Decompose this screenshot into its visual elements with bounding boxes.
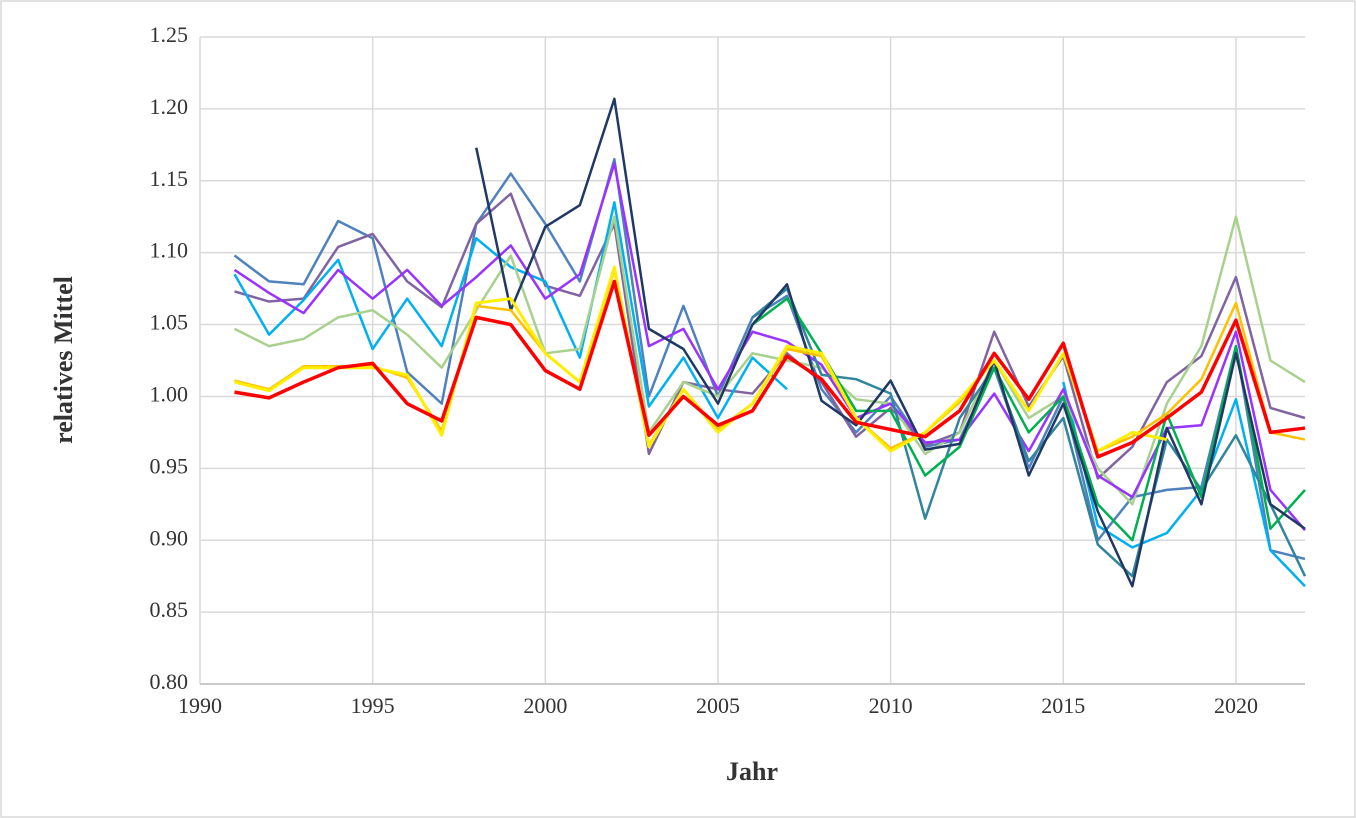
y-tick-label: 0.80: [150, 669, 189, 694]
x-tick-label: 1990: [178, 693, 222, 718]
x-tick-label: 1995: [351, 693, 395, 718]
y-tick-label: 0.90: [150, 525, 189, 550]
y-tick-label: 1.05: [150, 310, 189, 335]
y-tick-label: 1.15: [150, 166, 189, 191]
y-axis-title: relatives Mittel: [49, 276, 78, 444]
line-series: [234, 279, 1306, 459]
line-series: [475, 97, 1306, 588]
x-tick-label: 2000: [523, 693, 567, 718]
line-series: [233, 162, 1306, 531]
x-tick-label: 2010: [869, 693, 913, 718]
x-tick-label: 2020: [1214, 693, 1258, 718]
line-series: [1062, 381, 1306, 588]
y-tick-label: 1.10: [150, 238, 189, 263]
line-series: [233, 157, 1306, 561]
y-tick-label: 1.20: [150, 94, 189, 119]
line-series: [751, 297, 1306, 542]
line-series: [751, 287, 1307, 578]
y-tick-label: 1.25: [150, 22, 189, 47]
y-tick-label: 1.00: [150, 381, 189, 406]
line-series: [233, 201, 788, 420]
line-series: [233, 215, 1306, 506]
y-tick-label: 0.85: [150, 597, 189, 622]
x-axis-title: Jahr: [726, 757, 778, 786]
y-tick-label: 0.95: [150, 453, 189, 478]
x-tick-label: 2015: [1041, 693, 1085, 718]
x-tick-label: 2005: [696, 693, 740, 718]
